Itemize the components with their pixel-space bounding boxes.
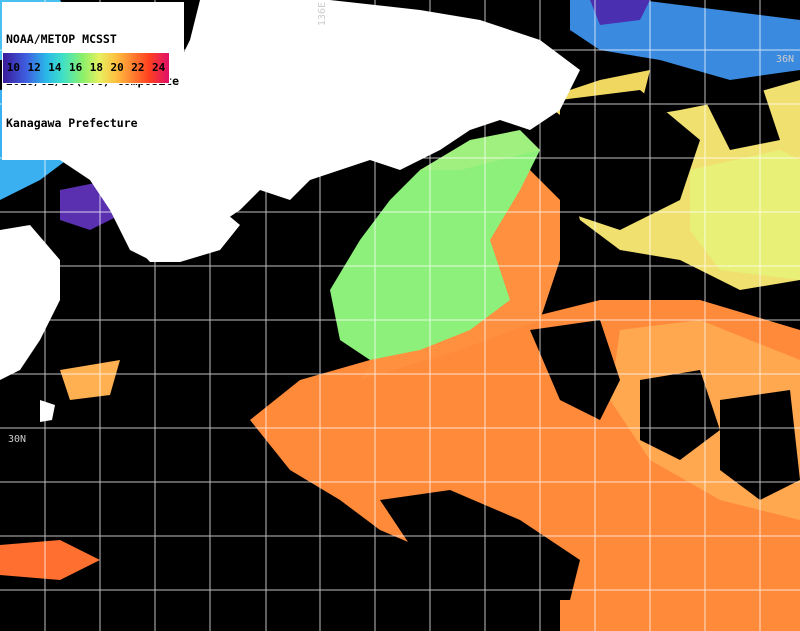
legend-label-24: 24	[152, 61, 166, 74]
lon-136e-label: 136E	[317, 2, 328, 27]
legend-labels: 10 12 14 16 18 20 22 24	[3, 61, 169, 74]
legend-label-20: 20	[110, 61, 124, 74]
title-line-3: Kanagawa Prefecture	[6, 116, 138, 130]
lat-30n-label: 30N	[8, 434, 27, 445]
legend-label-22: 22	[131, 61, 145, 74]
temperature-legend: 10 12 14 16 18 20 22 24	[2, 52, 170, 84]
sst-cool-region	[330, 130, 540, 360]
lat-36n-label: 36N	[776, 54, 795, 65]
legend-label-12: 12	[27, 61, 41, 74]
title-line-1: NOAA/METOP MCSST	[6, 32, 117, 46]
legend-label-18: 18	[89, 61, 103, 74]
legend-label-14: 14	[48, 61, 62, 74]
legend-label-10: 10	[6, 61, 20, 74]
legend-label-16: 16	[69, 61, 83, 74]
